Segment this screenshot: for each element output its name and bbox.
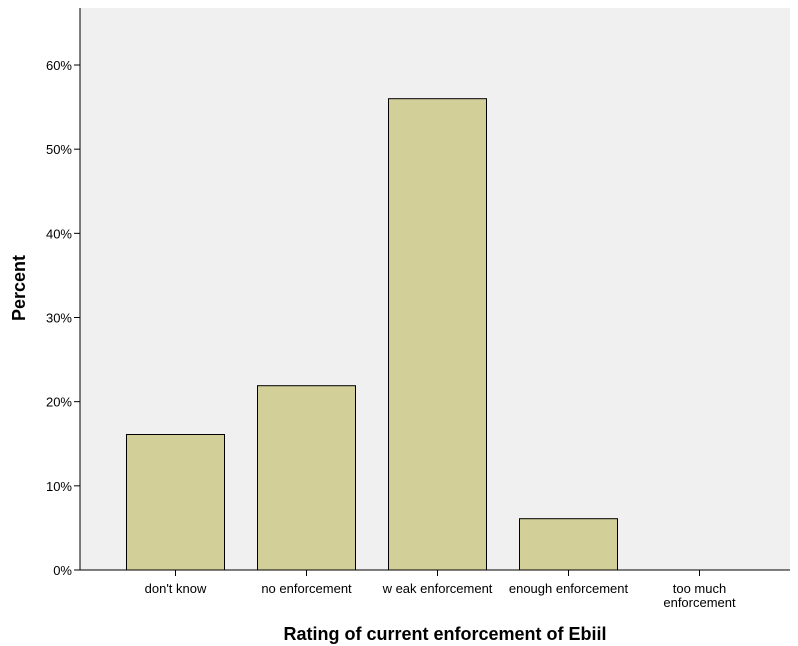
y-tick-label-6: 60% <box>46 58 72 73</box>
y-tick-label-0: 0% <box>53 563 72 578</box>
y-tick-label-5: 50% <box>46 142 72 157</box>
y-tick-label-1: 10% <box>46 479 72 494</box>
y-tick-label-3: 30% <box>46 311 72 326</box>
x-tick-label-2: w eak enforcement <box>382 581 493 596</box>
y-tick-label-4: 40% <box>46 226 72 241</box>
x-tick-label-1: no enforcement <box>261 581 352 596</box>
x-tick-label-0: don't know <box>145 581 207 596</box>
y-tick-label-2: 20% <box>46 395 72 410</box>
y-axis-title: Percent <box>9 255 29 321</box>
x-axis-title: Rating of current enforcement of Ebiil <box>283 624 606 644</box>
bar-4 <box>519 518 618 571</box>
y-axis: 0% 10% 20% 30% 40% 50% 60% <box>46 8 81 578</box>
x-tick-label-4: too much enforcement <box>663 581 736 610</box>
bar-1 <box>126 434 225 571</box>
bar-3 <box>388 98 487 571</box>
bars-group <box>126 98 618 571</box>
bar-2 <box>257 385 356 571</box>
x-axis: don't know no enforcement w eak enforcemen… <box>80 569 790 610</box>
x-tick-label-3: enough enforcement <box>509 581 629 596</box>
